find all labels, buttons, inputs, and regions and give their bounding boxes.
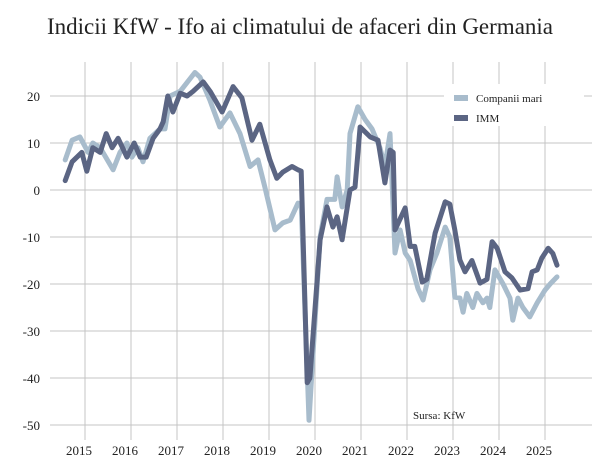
series-line-imm [62, 79, 560, 386]
y-tick-label: 0 [34, 183, 41, 198]
series-lines [62, 70, 560, 423]
grid [50, 62, 592, 440]
x-tick-label: 2019 [250, 443, 276, 458]
x-tick-label: 2020 [296, 443, 322, 458]
legend-swatch-imm [454, 115, 468, 121]
y-tick-label: -40 [23, 371, 40, 386]
x-axis: 2015 2016 2017 2018 2019 2020 2021 2022 2023 2024… [66, 443, 552, 458]
legend-swatch-companii-mari [454, 95, 468, 101]
x-tick-label: 2023 [434, 443, 460, 458]
x-tick-label: 2024 [480, 443, 507, 458]
y-tick-label: -10 [23, 230, 40, 245]
x-tick-label: 2017 [158, 443, 185, 458]
y-tick-label: -20 [23, 277, 40, 292]
chart-title: Indicii KfW - Ifo ai climatului de aface… [47, 14, 553, 39]
y-tick-label: -30 [23, 324, 40, 339]
x-tick-label: 2018 [204, 443, 230, 458]
y-axis: 20 10 0 -10 -20 -30 -40 -50 [23, 89, 40, 433]
y-tick-label: 10 [27, 136, 40, 151]
legend: Companii mari IMM [444, 84, 584, 126]
x-tick-label: 2016 [112, 443, 139, 458]
x-tick-label: 2015 [66, 443, 92, 458]
x-tick-label: 2022 [388, 443, 414, 458]
legend-label-imm: IMM [476, 113, 499, 125]
legend-label-companii-mari: Companii mari [476, 93, 542, 105]
y-tick-label: -50 [23, 418, 40, 433]
x-tick-label: 2021 [342, 443, 368, 458]
x-tick-label: 2025 [526, 443, 552, 458]
y-tick-label: 20 [27, 89, 40, 104]
source-note: Sursa: KfW [413, 410, 466, 422]
